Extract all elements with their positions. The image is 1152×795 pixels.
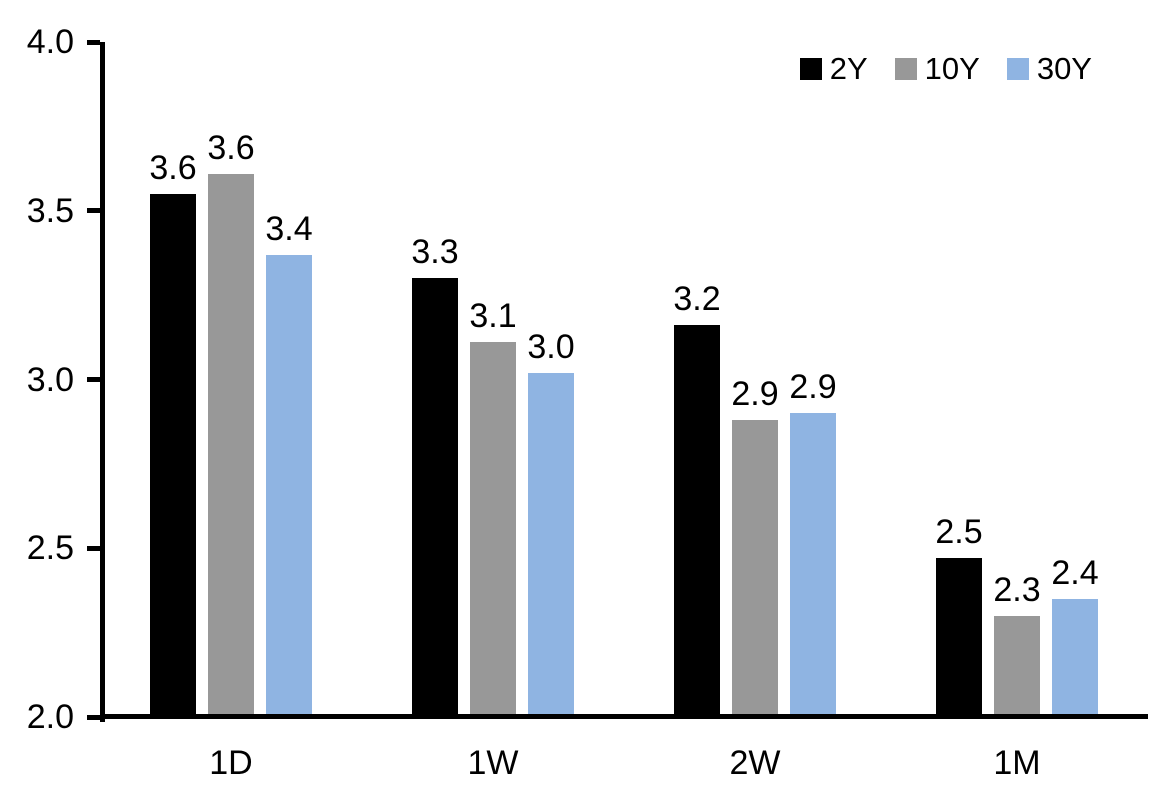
- y-tick-label: 3.5: [26, 192, 74, 230]
- bar-value-label-2Y-1M: 2.5: [935, 513, 983, 551]
- legend-swatch-icon-10Y: [894, 57, 917, 80]
- legend-label-10Y: 10Y: [924, 51, 980, 86]
- legend: 2Y 10Y 30Y: [799, 51, 1092, 86]
- bar-10Y-1D: [208, 174, 254, 714]
- bar-2Y-2W: [674, 325, 720, 714]
- bar-2Y-1D: [150, 194, 196, 714]
- bar-30Y-2W: [790, 413, 836, 714]
- bar-value-label-2Y-1D: 3.6: [149, 149, 197, 187]
- legend-label-2Y: 2Y: [829, 51, 868, 86]
- category-label-1W: 1W: [467, 744, 519, 782]
- y-tick-mark: [87, 377, 100, 382]
- bar-value-label-10Y-1M: 2.3: [993, 571, 1041, 609]
- bar-30Y-1M: [1052, 599, 1098, 714]
- bar-10Y-2W: [732, 420, 778, 714]
- bar-value-label-10Y-2W: 2.9: [731, 375, 779, 413]
- legend-item-10Y: 10Y: [894, 51, 980, 86]
- legend-swatch-icon-30Y: [1006, 57, 1029, 80]
- bar-2Y-1M: [936, 558, 982, 714]
- legend-item-2Y: 2Y: [799, 51, 868, 86]
- bar-value-label-2Y-2W: 3.2: [673, 280, 721, 318]
- legend-item-30Y: 30Y: [1006, 51, 1092, 86]
- y-tick-mark: [87, 208, 100, 213]
- category-label-1D: 1D: [209, 744, 253, 782]
- bar-30Y-1W: [528, 373, 574, 714]
- legend-swatch-icon-2Y: [799, 57, 822, 80]
- y-tick-mark: [87, 715, 100, 720]
- y-tick-mark: [87, 546, 100, 551]
- bar-value-label-30Y-1D: 3.4: [265, 210, 313, 248]
- bar-10Y-1M: [994, 616, 1040, 714]
- bar-value-label-30Y-2W: 2.9: [789, 368, 837, 406]
- bar-value-label-30Y-1M: 2.4: [1051, 554, 1099, 592]
- bar-2Y-1W: [412, 278, 458, 714]
- bar-value-label-2Y-1W: 3.3: [411, 233, 459, 271]
- legend-label-30Y: 30Y: [1036, 51, 1092, 86]
- y-tick-label: 4.0: [26, 23, 74, 61]
- bar-10Y-1W: [470, 342, 516, 714]
- y-tick-label: 3.0: [26, 361, 74, 399]
- category-label-1M: 1M: [993, 744, 1041, 782]
- y-tick-mark: [87, 40, 100, 45]
- y-tick-label: 2.0: [26, 698, 74, 736]
- bar-30Y-1D: [266, 255, 312, 714]
- y-axis-line: [100, 42, 105, 722]
- x-axis-line: [100, 714, 1148, 719]
- category-label-2W: 2W: [729, 744, 781, 782]
- y-tick-label: 2.5: [26, 529, 74, 567]
- bar-value-label-10Y-1D: 3.6: [207, 129, 255, 167]
- bar-value-label-10Y-1W: 3.1: [469, 297, 517, 335]
- bar-value-label-30Y-1W: 3.0: [527, 328, 575, 366]
